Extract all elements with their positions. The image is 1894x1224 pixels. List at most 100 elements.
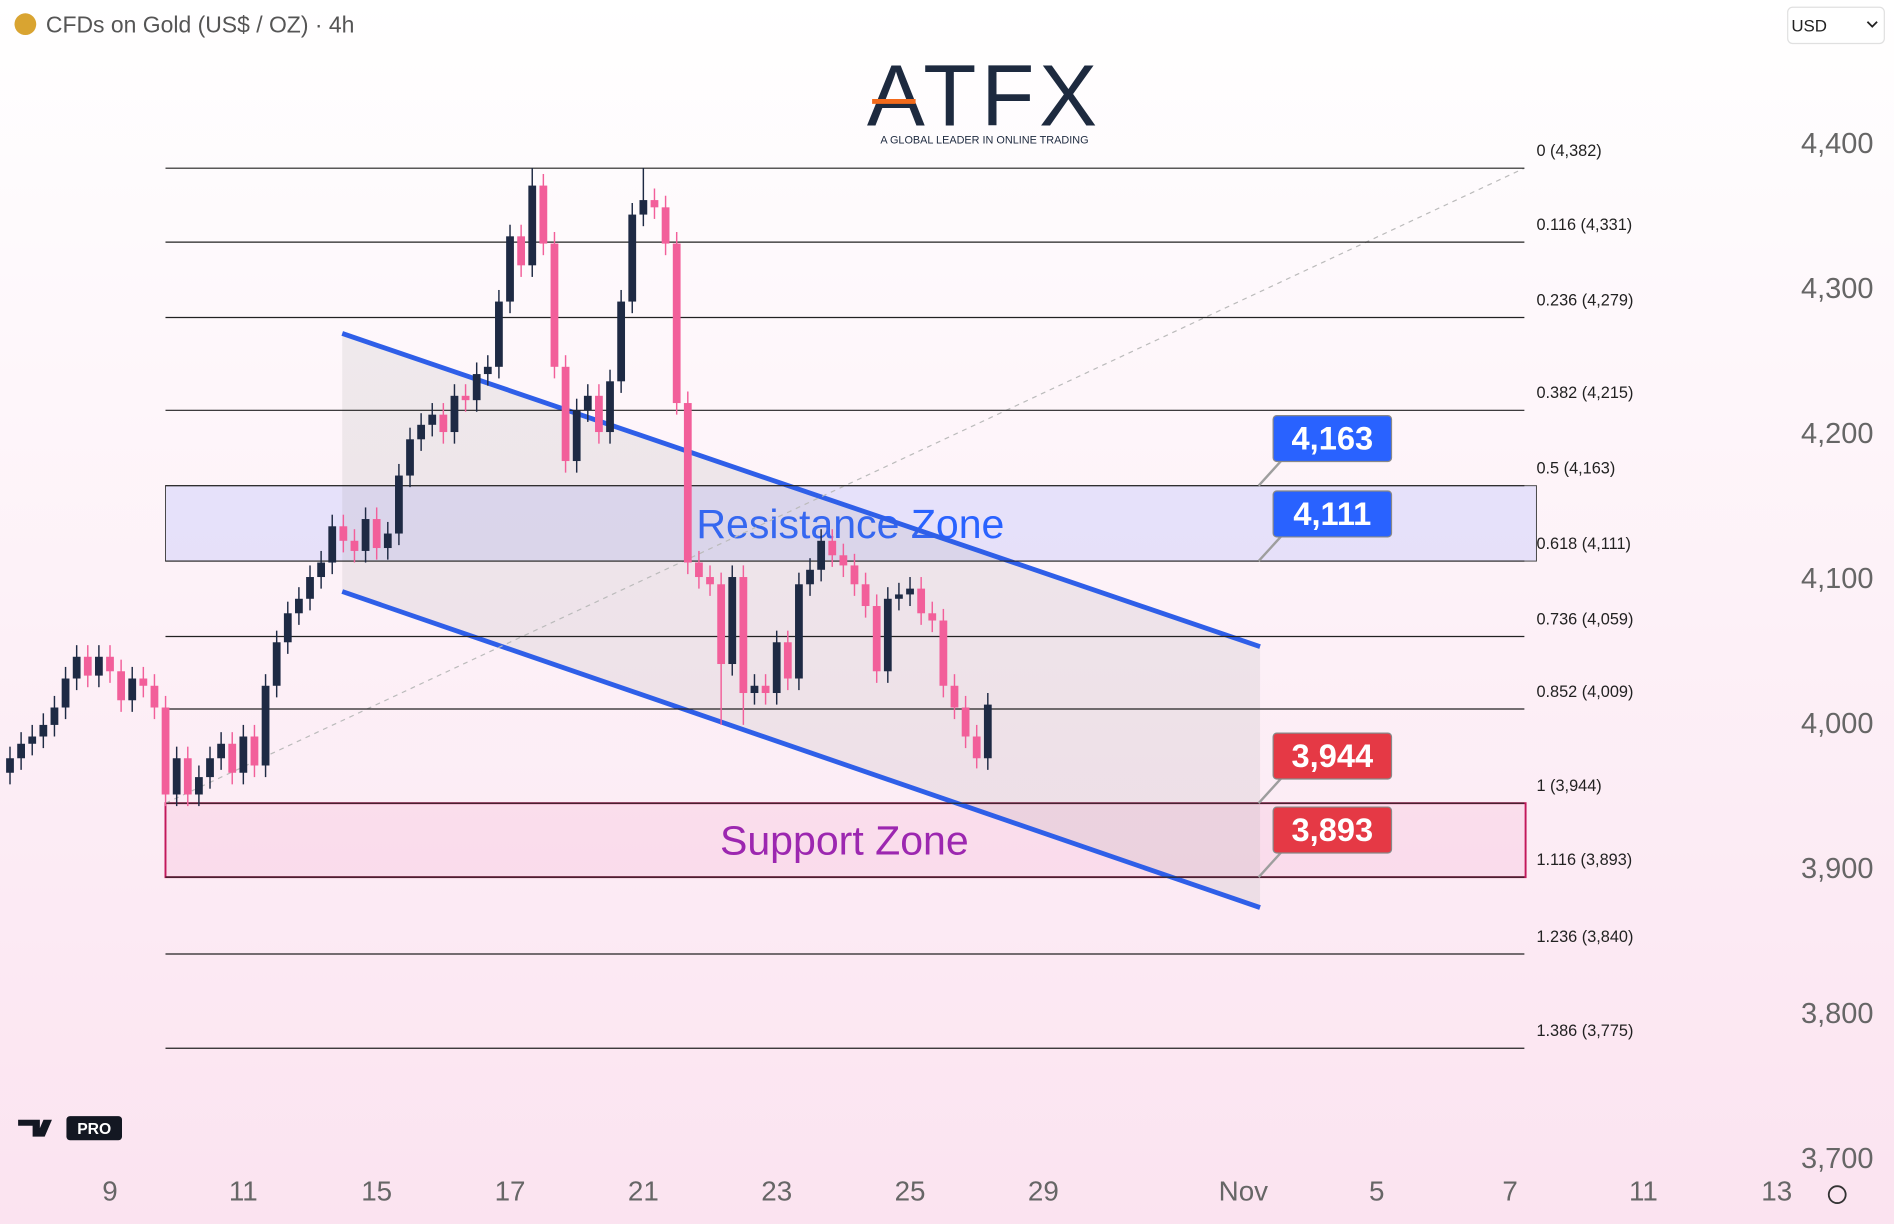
y-tick-label: 4,300 — [1801, 273, 1874, 305]
candle-body — [450, 395, 459, 433]
fib-label: 0 (4,382) — [1536, 142, 1601, 160]
channel-line — [341, 589, 1261, 910]
select-arrow — [1866, 21, 1878, 28]
candle-body — [17, 743, 26, 759]
candle-body — [283, 613, 292, 643]
candle-body — [406, 439, 414, 476]
candle-body — [217, 743, 226, 759]
y-tick-label: 4,000 — [1801, 708, 1874, 740]
x-tick-label: 23 — [761, 1176, 792, 1207]
candle-body — [272, 642, 281, 686]
candle-body — [528, 185, 537, 266]
fib-label: 0.736 (4,059) — [1536, 610, 1633, 628]
candle-body — [239, 736, 248, 773]
currency-select[interactable] — [1787, 6, 1885, 45]
candle-body — [39, 724, 48, 737]
fib-label: 0.116 (4,331) — [1536, 216, 1632, 234]
x-tick-label: Nov — [1219, 1176, 1268, 1207]
candle-body — [906, 588, 914, 595]
candle-body — [150, 685, 159, 708]
candle-body — [895, 594, 903, 599]
candle-body — [783, 642, 792, 679]
fib-label: 0.382 (4,215) — [1536, 384, 1633, 402]
candle-body — [983, 704, 992, 759]
candle-body — [506, 236, 514, 302]
candle-body — [961, 707, 970, 737]
y-tick-label: 3,700 — [1801, 1143, 1874, 1175]
candle-body — [339, 526, 348, 541]
price-tag-label: 3,893 — [1292, 811, 1374, 848]
x-tick-label: 13 — [1761, 1176, 1792, 1207]
price-tag — [1272, 732, 1393, 780]
logo-tagline: A GLOBAL LEADER IN ONLINE TRADING — [880, 135, 1088, 147]
y-tick-label: 4,200 — [1801, 418, 1874, 450]
candle-body — [550, 243, 559, 367]
x-tick-label: 7 — [1502, 1176, 1517, 1207]
x-tick-label: 9 — [102, 1176, 117, 1207]
candle-body — [195, 777, 203, 795]
candle-body — [850, 565, 859, 585]
settings-icon[interactable] — [1827, 1185, 1847, 1204]
candle-body — [828, 540, 837, 556]
price-tag — [1272, 415, 1393, 463]
candle-body — [295, 598, 303, 614]
candle-body — [372, 519, 381, 549]
currency-label: USD — [1791, 16, 1827, 35]
candle-body — [395, 475, 403, 534]
candle-body — [161, 707, 170, 795]
badge: PRO — [77, 1121, 111, 1138]
candle-body — [517, 236, 526, 266]
candle-body — [206, 758, 214, 778]
price-tag-label: 3,944 — [1292, 737, 1374, 774]
candle-body — [328, 526, 337, 563]
candle-body — [728, 577, 737, 665]
x-tick-label: 29 — [1028, 1176, 1059, 1207]
candle-body — [439, 414, 448, 433]
candle-body — [95, 656, 103, 676]
candle-body — [583, 395, 592, 411]
candle-body — [561, 366, 570, 462]
candle-body — [417, 424, 426, 440]
tag-pointer — [1257, 533, 1284, 562]
candle-body — [6, 758, 14, 773]
fib-label: 0.852 (4,009) — [1536, 683, 1633, 701]
candle-body — [495, 301, 503, 367]
candle-body — [650, 200, 659, 208]
candle-body — [717, 584, 726, 665]
channel-line — [341, 331, 1261, 649]
candle-body — [306, 577, 314, 599]
candle-body — [839, 555, 848, 566]
candle-body — [672, 243, 681, 404]
fib-label: 0.618 (4,111) — [1536, 535, 1631, 553]
tag-pointer — [1257, 775, 1284, 805]
candle-body — [817, 540, 826, 570]
candle-body — [772, 642, 781, 694]
candle-body — [428, 414, 437, 425]
candle-body — [83, 656, 92, 676]
price-tag-label: 4,163 — [1292, 419, 1374, 456]
candle-body — [628, 214, 637, 302]
fib-label: 1.386 (3,775) — [1536, 1022, 1633, 1040]
candle-body — [739, 577, 748, 694]
tag-pointer — [1257, 458, 1284, 487]
candle-body — [50, 707, 59, 725]
candle-body — [350, 540, 359, 551]
price-tag-label: 4,111 — [1293, 495, 1371, 532]
candle-body — [695, 562, 703, 578]
tag-pointer — [1257, 849, 1284, 878]
fib-label: 1.236 (3,840) — [1536, 928, 1633, 946]
candle-body — [806, 569, 814, 585]
candle-body — [483, 366, 492, 375]
logo: ATFX — [867, 48, 1102, 145]
x-tick-label: 17 — [495, 1176, 526, 1207]
price-tag — [1272, 490, 1393, 538]
candle-body — [661, 207, 670, 244]
chart-title: CFDs on Gold (US$ / OZ) · 4h — [46, 12, 354, 38]
candle-body — [861, 584, 870, 607]
candle-body — [472, 374, 481, 401]
price-tag — [1272, 806, 1393, 854]
candle-body — [972, 736, 981, 759]
candle-body — [939, 620, 948, 686]
candle-body — [750, 685, 759, 694]
fib-label: 1.116 (3,893) — [1536, 851, 1632, 869]
